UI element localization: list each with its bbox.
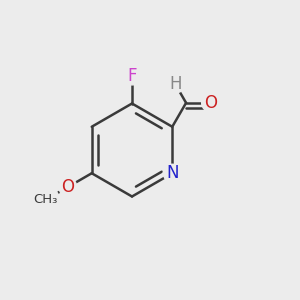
Text: methoxy: methoxy (44, 198, 50, 200)
Text: H: H (169, 75, 182, 93)
Text: N: N (166, 164, 178, 182)
Text: O: O (204, 94, 217, 112)
Circle shape (166, 75, 184, 93)
Circle shape (59, 178, 77, 196)
Text: CH₃: CH₃ (33, 193, 58, 206)
Circle shape (163, 164, 181, 182)
Circle shape (202, 94, 220, 112)
Circle shape (35, 187, 59, 211)
Text: O: O (61, 178, 74, 196)
Text: F: F (127, 67, 137, 85)
Circle shape (123, 67, 141, 85)
